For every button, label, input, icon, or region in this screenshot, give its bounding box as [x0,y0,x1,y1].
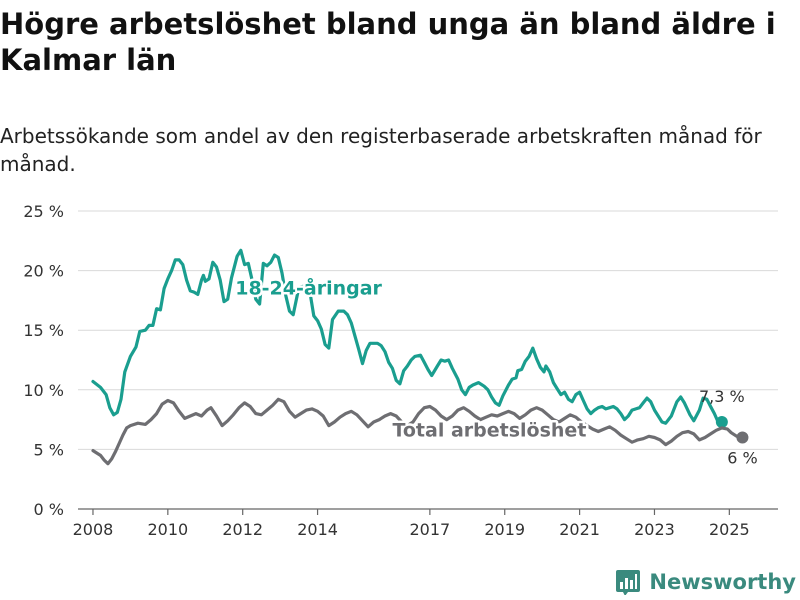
x-axis: 2008 2010 2012 2014 2017 2019 2021 2023 2025 [73,509,750,539]
series-end-point-0 [715,415,728,428]
series-end-label-0: 7,3 % [699,387,745,406]
x-tick-label: 2025 [709,520,750,539]
series-line-0 [91,248,724,425]
x-tick-label: 2012 [222,520,263,539]
x-tick-label: 2008 [73,520,114,539]
series-lines [91,248,749,466]
y-axis: 0 % 5 % 10 % 15 % 20 % 25 % [23,202,64,519]
x-tick-label: 2021 [559,520,600,539]
bar-chart-logo-icon [616,570,641,595]
y-tick-label: 5 % [34,440,64,459]
brand-logo: Newsworthy [615,568,796,596]
y-tick-label: 25 % [23,202,64,221]
series-line-1 [91,397,744,466]
series-name-label-1: Total arbetslöshet [392,419,586,441]
brand-name: Newsworthy [649,570,796,594]
y-tick-label: 20 % [23,262,64,281]
y-tick-label: 10 % [23,381,64,400]
x-tick-label: 2014 [297,520,338,539]
series-end-point-1 [736,431,749,444]
y-tick-label: 15 % [23,321,64,340]
chart-subtitle: Arbetssökande som andel av den registerb… [0,124,762,176]
x-tick-label: 2017 [410,520,451,539]
x-tick-label: 2023 [634,520,675,539]
x-tick-label: 2019 [484,520,525,539]
x-tick-label: 2010 [147,520,188,539]
series-end-label-1: 6 % [727,448,757,467]
chart-title: Högre arbetslöshet bland unga än bland ä… [0,7,776,77]
series-labels: 7,3 % 6 % 18-24-åringar Total arbetslöshet [233,273,758,468]
series-name-label-0: 18-24-åringar [235,275,382,299]
gridlines [78,210,778,510]
y-tick-label: 0 % [34,500,64,519]
